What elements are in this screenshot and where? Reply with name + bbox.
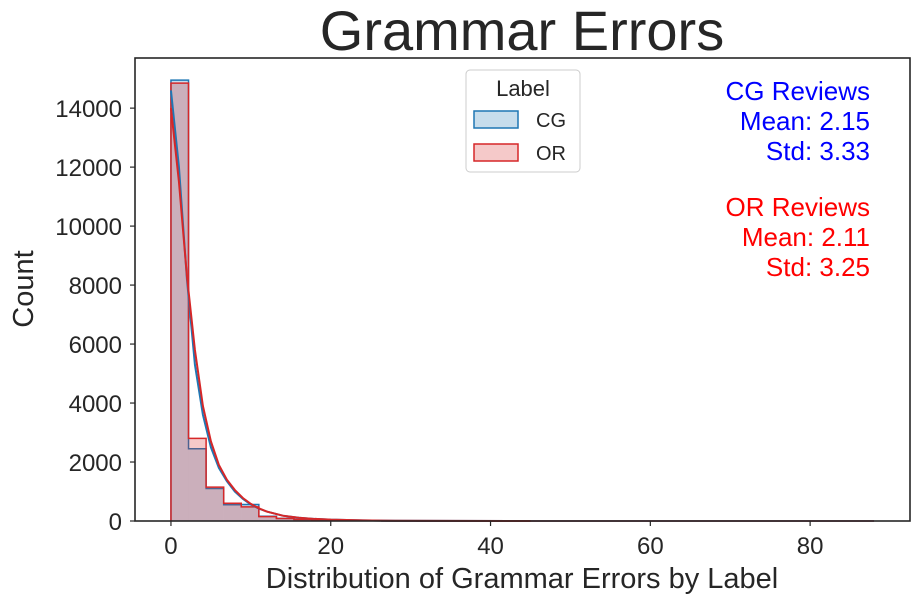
stats-annotation-cg: CG Reviews Mean: 2.15 Std: 3.33 bbox=[726, 76, 870, 166]
plot-area bbox=[169, 79, 875, 522]
y-axis-label: Count bbox=[8, 250, 40, 327]
legend-title: Label bbox=[496, 76, 550, 101]
bar-cg bbox=[241, 504, 259, 521]
x-axis: 0 20 40 60 80 bbox=[164, 521, 823, 560]
bar-cg bbox=[276, 518, 294, 521]
legend-swatch-cg bbox=[473, 110, 519, 129]
x-tick-label: 80 bbox=[797, 533, 824, 560]
y-tick-label: 8000 bbox=[69, 273, 122, 300]
y-tick-label: 4000 bbox=[69, 391, 122, 418]
cg-annotation-title: CG Reviews bbox=[726, 76, 870, 106]
plot-frame bbox=[134, 57, 911, 522]
kde-line-or bbox=[169, 108, 531, 522]
y-tick-label: 10000 bbox=[55, 214, 122, 241]
chart-title: Grammar Errors bbox=[320, 0, 724, 62]
x-tick-label: 60 bbox=[637, 533, 664, 560]
legend-label-or: OR bbox=[536, 143, 566, 165]
bar-cg bbox=[188, 448, 207, 521]
bar-or bbox=[276, 518, 294, 521]
stats-annotation-or: OR Reviews Mean: 2.11 Std: 3.25 bbox=[726, 192, 870, 282]
or-annotation-std: Std: 3.25 bbox=[766, 252, 870, 282]
bar-cg bbox=[223, 504, 242, 521]
bar-or bbox=[258, 516, 277, 521]
x-tick-label: 0 bbox=[164, 533, 177, 560]
cg-annotation-mean: Mean: 2.15 bbox=[740, 106, 870, 136]
x-axis-label: Distribution of Grammar Errors by Label bbox=[266, 563, 779, 595]
bar-or bbox=[206, 487, 224, 521]
bar-or bbox=[223, 503, 242, 521]
bar-cg bbox=[206, 488, 224, 521]
y-tick-label: 6000 bbox=[69, 332, 122, 359]
or-annotation-mean: Mean: 2.11 bbox=[742, 222, 870, 252]
bar-or bbox=[170, 83, 189, 521]
bar-or bbox=[241, 506, 259, 521]
legend: Label CG OR bbox=[465, 69, 581, 173]
or-annotation-title: OR Reviews bbox=[726, 192, 870, 222]
y-axis: 0 2000 4000 6000 8000 10000 12000 14000 bbox=[55, 96, 135, 536]
x-tick-label: 40 bbox=[477, 533, 504, 560]
bar-cg bbox=[258, 516, 277, 521]
bar-cg bbox=[170, 80, 189, 522]
legend-label-cg: CG bbox=[536, 110, 566, 132]
y-tick-label: 0 bbox=[109, 509, 122, 536]
legend-frame bbox=[465, 69, 581, 173]
y-tick-label: 14000 bbox=[55, 96, 122, 123]
y-tick-label: 2000 bbox=[69, 450, 122, 477]
cg-annotation-std: Std: 3.33 bbox=[766, 136, 870, 166]
x-tick-label: 20 bbox=[317, 533, 344, 560]
y-tick-label: 12000 bbox=[55, 155, 122, 182]
legend-swatch-or bbox=[473, 143, 519, 162]
bar-or bbox=[188, 438, 207, 521]
